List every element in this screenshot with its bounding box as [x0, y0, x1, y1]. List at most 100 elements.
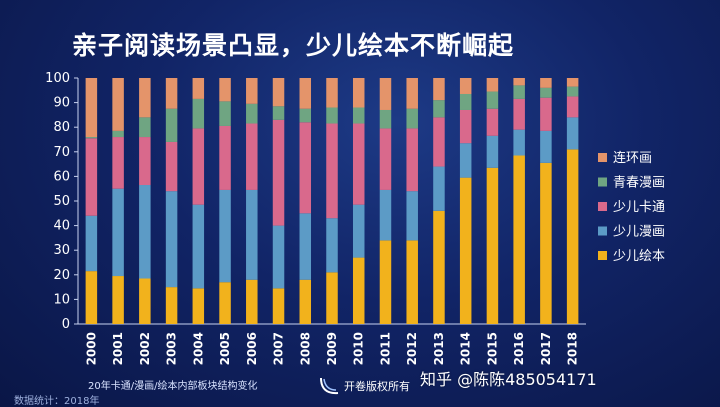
- bar-segment: [272, 78, 285, 107]
- bar-segment: [513, 129, 525, 156]
- bar-segment: [379, 78, 392, 110]
- bar-segment: [352, 107, 365, 124]
- bar-segment: [566, 78, 579, 87]
- bar-segment: [112, 130, 124, 138]
- bar-segment: [299, 78, 312, 109]
- x-tick-label: 2007: [272, 332, 286, 365]
- legend-label: 少儿漫画: [613, 225, 665, 240]
- bar-segment: [299, 122, 312, 214]
- bar-segment: [326, 218, 338, 273]
- bars: [85, 78, 579, 324]
- bar-segment: [433, 100, 445, 118]
- bar-segment: [246, 103, 258, 124]
- y-tick-label: 100: [45, 71, 70, 86]
- bar-segment: [219, 78, 231, 102]
- bar-segment: [192, 128, 205, 205]
- bar-segment: [85, 138, 98, 216]
- y-tick-label: 10: [53, 292, 70, 307]
- bar-segment: [459, 93, 472, 110]
- bar-segment: [139, 117, 151, 138]
- x-tick-label: 2012: [405, 332, 419, 365]
- bar-segment: [352, 78, 365, 108]
- x-tick-label: 2013: [432, 332, 446, 365]
- bar-segment: [459, 177, 472, 324]
- x-tick-label: 2015: [485, 332, 499, 365]
- y-tick-label: 80: [53, 120, 70, 135]
- x-tick-label: 2011: [378, 332, 392, 365]
- bar-segment: [406, 108, 418, 129]
- bar-segment: [326, 78, 338, 108]
- bar-segment: [246, 279, 258, 324]
- watermark-text: 知乎 @陈陈485054171: [420, 370, 597, 389]
- bar-segment: [299, 213, 312, 280]
- bar-segment: [486, 135, 499, 168]
- bar-segment: [192, 78, 205, 99]
- bar-segment: [299, 279, 312, 324]
- bar-segment: [219, 101, 231, 126]
- bar-segment: [192, 288, 205, 324]
- bar-segment: [352, 257, 365, 324]
- bar-segment: [540, 97, 552, 131]
- bar-segment: [566, 149, 579, 324]
- bar-segment: [486, 78, 499, 92]
- bar-segment: [406, 128, 418, 192]
- bar-segment: [406, 191, 418, 241]
- bar-segment: [219, 189, 231, 283]
- bar-segment: [513, 85, 525, 99]
- bar-segment: [379, 240, 392, 324]
- x-tick-label: 2008: [298, 332, 312, 365]
- bar-segment: [219, 282, 231, 324]
- axes: 0 10 20 30 40 50 60 70 80 90 100 2000 2001 2002 2003 20…: [45, 71, 586, 365]
- bar-segment: [112, 276, 124, 324]
- x-tick-label: 2002: [138, 332, 152, 365]
- y-tick-label: 0: [62, 317, 70, 332]
- bar-segment: [272, 288, 285, 324]
- y-tick-label: 30: [53, 243, 70, 258]
- x-tick-label: 2017: [539, 332, 553, 365]
- x-tick-label: 2000: [84, 332, 98, 365]
- legend-swatch: [598, 153, 607, 162]
- bar-segment: [246, 123, 258, 190]
- x-tick-label: 2005: [218, 332, 232, 365]
- x-tick-label: 2018: [566, 332, 580, 365]
- bar-segment: [85, 215, 98, 272]
- legend-label: 少儿卡通: [613, 200, 665, 215]
- legend-label: 青春漫画: [613, 176, 665, 191]
- legend-swatch: [598, 202, 607, 211]
- bar-segment: [139, 185, 151, 279]
- bar-segment: [326, 272, 338, 324]
- x-tick-label: 2004: [191, 332, 205, 365]
- bar-segment: [433, 78, 445, 101]
- x-tick-label: 2001: [111, 332, 125, 365]
- data-source: 数据统计：2018年: [14, 396, 100, 407]
- bar-segment: [165, 108, 178, 142]
- legend-swatch: [598, 251, 607, 260]
- legend-label: 连环画: [613, 150, 652, 166]
- bar-segment: [540, 130, 552, 163]
- bar-segment: [406, 240, 418, 324]
- chart-caption: 20年卡通/漫画/绘本内部板块结构变化: [88, 381, 258, 392]
- legend-label: 少儿绘本: [613, 249, 665, 264]
- bar-segment: [246, 78, 258, 104]
- bar-segment: [85, 78, 98, 138]
- bar-segment: [513, 78, 525, 86]
- bar-segment: [352, 204, 365, 258]
- bar-segment: [379, 128, 392, 190]
- y-tick-label: 60: [53, 169, 70, 184]
- x-tick-label: 2010: [352, 332, 366, 365]
- bar-segment: [165, 78, 178, 109]
- bar-segment: [299, 108, 312, 123]
- bar-segment: [85, 271, 98, 324]
- bar-segment: [192, 98, 205, 129]
- bar-segment: [379, 109, 392, 129]
- bar-segment: [540, 87, 552, 98]
- bar-segment: [486, 108, 499, 136]
- bar-segment: [272, 119, 285, 226]
- x-tick-label: 2009: [325, 332, 339, 365]
- bar-segment: [165, 287, 178, 324]
- bar-segment: [219, 125, 231, 190]
- bar-segment: [486, 167, 499, 324]
- bar-segment: [540, 162, 552, 324]
